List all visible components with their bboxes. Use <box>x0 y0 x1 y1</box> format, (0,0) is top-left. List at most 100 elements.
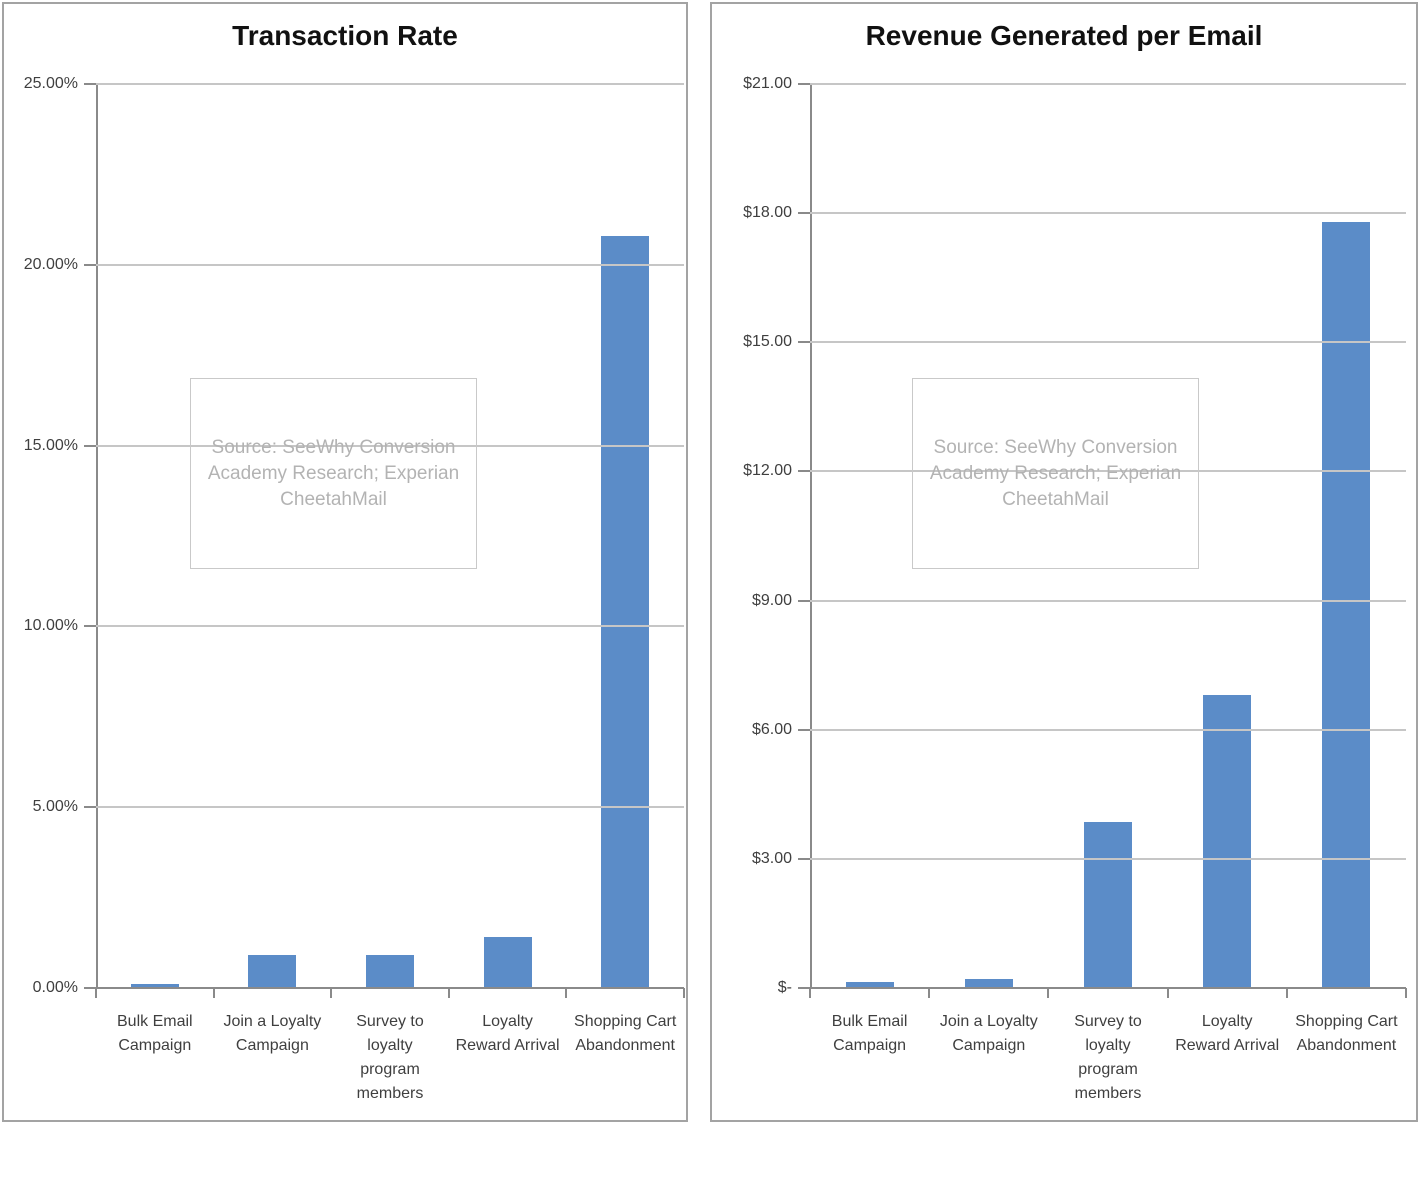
gridline <box>96 625 684 628</box>
gridline <box>96 263 684 266</box>
bars-container <box>95 84 685 998</box>
y-tick-label: 0.00% <box>32 979 78 996</box>
y-axis-tick <box>798 470 810 473</box>
bar-slot <box>810 84 929 988</box>
y-tick-label: 10.00% <box>23 617 78 635</box>
x-axis-tick <box>1047 988 1050 998</box>
x-category-label: Survey to loyalty program members <box>1074 1013 1142 1102</box>
plot-area: $21.00 $18.00 $15.00 $12.00 $9.00 $6.00 $3.00 $… <box>743 75 1407 998</box>
x-axis-tick <box>565 988 568 998</box>
y-axis-tick <box>798 83 810 85</box>
x-axis-tick <box>95 988 97 998</box>
source-note-box: Source: SeeWhy Conversion Academy Resear… <box>190 378 477 569</box>
bar-slot <box>1287 84 1406 988</box>
gridline <box>810 212 1406 215</box>
y-axis-tick <box>798 599 810 602</box>
y-axis-line <box>96 84 98 988</box>
x-category-label: Shopping Cart Abandonment <box>574 1013 677 1054</box>
plot-area: 25.00% 20.00% 15.00% 10.00% 5.00% 0.00% <box>24 75 685 998</box>
y-tick-label: 25.00% <box>23 75 78 92</box>
chart-title: Transaction Rate <box>232 20 458 51</box>
y-tick-label: $18.00 <box>743 204 792 222</box>
chart-panel-transaction-rate: Transaction Rate 25.00% 20.00% 15.00% 10.00… <box>2 2 688 1122</box>
y-tick-label: $- <box>777 979 792 996</box>
y-tick-label: 20.00% <box>23 255 78 273</box>
x-category-label: Join a Loyalty Campaign <box>223 1013 322 1054</box>
x-category-label: Survey to loyalty program members <box>356 1013 424 1102</box>
source-note-box: Source: SeeWhy Conversion Academy Resear… <box>912 378 1199 569</box>
bar-slot <box>214 84 332 988</box>
bar <box>845 981 894 988</box>
x-label-slot: Loyalty Reward Arrival <box>449 1010 567 1106</box>
source-note-text: Source: SeeWhy Conversion Academy Resear… <box>929 436 1182 510</box>
y-axis-tick <box>84 987 96 989</box>
bar <box>964 979 1013 988</box>
y-tick-label: $15.00 <box>743 333 792 351</box>
y-tick-label: 15.00% <box>23 436 78 454</box>
y-axis-tick <box>84 263 96 266</box>
x-axis-tick <box>1166 988 1169 998</box>
y-axis-tick <box>798 212 810 215</box>
y-tick-label: 5.00% <box>32 798 78 816</box>
chart-title: Revenue Generated per Email <box>865 20 1263 51</box>
bar <box>130 984 179 988</box>
gridline <box>96 806 684 809</box>
y-axis-line <box>810 84 812 988</box>
x-category-label: Shopping Cart Abandonment <box>1295 1013 1398 1054</box>
bars-container <box>809 84 1407 998</box>
gridline <box>810 470 1406 473</box>
x-label-slot: Survey to loyalty program members <box>1048 1010 1167 1106</box>
bar-slot <box>96 84 214 988</box>
x-label-slot: Loyalty Reward Arrival <box>1168 1010 1287 1106</box>
bar-slot <box>1168 84 1287 988</box>
x-category-label: Join a Loyalty Campaign <box>939 1013 1038 1054</box>
x-category-label: Loyalty Reward Arrival <box>1175 1013 1280 1054</box>
y-tick-label: $3.00 <box>751 849 792 867</box>
gridline <box>96 444 684 447</box>
y-tick-label: $9.00 <box>751 591 792 609</box>
x-category-label: Bulk Email Campaign <box>831 1013 908 1054</box>
x-axis-tick <box>683 988 685 998</box>
x-category-label: Bulk Email Campaign <box>117 1013 193 1054</box>
gridline <box>810 857 1406 860</box>
bar <box>601 235 650 988</box>
x-axis-tick <box>330 988 333 998</box>
bar <box>483 937 532 988</box>
y-tick-label: $6.00 <box>751 720 792 738</box>
bar-slot <box>331 84 449 988</box>
x-axis-tick <box>1285 988 1288 998</box>
source-note-text: Source: SeeWhy Conversion Academy Resear… <box>207 436 460 510</box>
y-axis-tick <box>798 341 810 344</box>
x-axis-labels: Bulk Email Campaign Join a Loyalty Campai… <box>96 1010 684 1106</box>
x-label-slot: Shopping Cart Abandonment <box>1287 1010 1406 1106</box>
y-axis-tick <box>84 444 96 447</box>
bar <box>248 955 297 988</box>
x-label-slot: Bulk Email Campaign <box>810 1010 929 1106</box>
bar-slot <box>449 84 567 988</box>
gridline <box>96 83 684 85</box>
gridline <box>810 83 1406 85</box>
y-axis-tick <box>798 728 810 731</box>
y-tick-label: $21.00 <box>743 75 792 92</box>
y-axis-tick <box>84 625 96 628</box>
gridline <box>810 341 1406 344</box>
y-tick-label: $12.00 <box>743 462 792 480</box>
x-axis-tick <box>212 988 215 998</box>
x-axis-tick <box>1405 988 1407 998</box>
y-axis-tick <box>84 83 96 85</box>
chart-panel-revenue-per-email: Revenue Generated per Email $21.00 $18.00… <box>710 2 1418 1122</box>
bar-slot <box>566 84 684 988</box>
y-axis-tick <box>798 857 810 860</box>
x-axis-line <box>810 987 1406 989</box>
x-label-slot: Shopping Cart Abandonment <box>566 1010 684 1106</box>
x-axis-tick <box>447 988 450 998</box>
x-label-slot: Join a Loyalty Campaign <box>929 1010 1048 1106</box>
y-axis-tick <box>84 806 96 809</box>
gridline <box>810 728 1406 731</box>
x-axis-line <box>96 987 684 989</box>
bar-slot <box>1048 84 1167 988</box>
x-axis-labels: Bulk Email Campaign Join a Loyalty Campai… <box>810 1010 1406 1106</box>
x-axis-tick <box>809 988 811 998</box>
bar <box>365 955 414 988</box>
